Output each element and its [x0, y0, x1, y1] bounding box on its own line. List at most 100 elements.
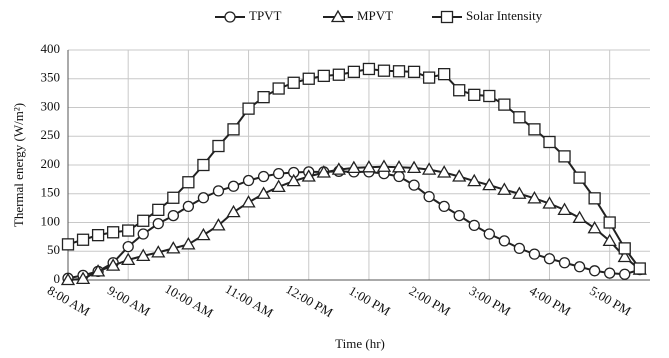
- data-point: [196, 227, 211, 241]
- data-point: [421, 162, 437, 175]
- data-point: [227, 180, 240, 192]
- x-tick-label: 1:00 PM: [346, 283, 393, 319]
- legend-label: MPVT: [357, 8, 393, 23]
- data-point: [347, 65, 361, 78]
- data-point: [573, 171, 586, 184]
- y-tick-label: 300: [41, 98, 61, 113]
- data-point: [497, 182, 512, 195]
- data-point: [273, 167, 285, 180]
- data-point: [557, 202, 572, 216]
- data-point: [391, 159, 407, 173]
- x-tick-label: 8:00 AM: [45, 283, 93, 320]
- data-point: [272, 82, 285, 95]
- data-point: [167, 209, 179, 222]
- data-point: [242, 174, 255, 187]
- data-point: [61, 238, 75, 251]
- data-point: [542, 196, 557, 209]
- legend-marker: [330, 9, 346, 23]
- data-point: [543, 135, 556, 149]
- data-point: [121, 252, 136, 266]
- x-tick-label: 3:00 PM: [467, 283, 514, 319]
- data-point: [618, 242, 631, 255]
- legend-marker: [440, 10, 454, 24]
- data-point: [572, 210, 587, 224]
- data-point: [604, 267, 616, 279]
- data-point: [602, 233, 617, 247]
- data-point: [361, 159, 377, 173]
- data-point: [151, 245, 166, 258]
- data-point: [617, 249, 632, 263]
- y-tick-label: 200: [41, 156, 61, 171]
- data-point: [513, 111, 526, 124]
- x-tick-label: 4:00 PM: [527, 283, 574, 319]
- data-point: [136, 248, 151, 262]
- data-point: [528, 123, 541, 136]
- data-point: [377, 64, 391, 77]
- data-point: [106, 226, 120, 239]
- data-point: [212, 185, 225, 197]
- data-point: [76, 233, 90, 246]
- data-point: [166, 241, 181, 254]
- data-point: [453, 209, 465, 222]
- data-point: [588, 265, 601, 277]
- x-tick-label: 10:00 AM: [162, 281, 216, 321]
- data-point: [211, 218, 226, 231]
- data-point: [137, 228, 149, 240]
- data-point: [453, 84, 466, 97]
- y-tick-label: 350: [41, 70, 61, 85]
- data-point: [256, 186, 271, 199]
- data-point: [468, 88, 481, 101]
- data-point: [212, 139, 225, 153]
- data-point: [408, 179, 420, 191]
- data-point: [376, 159, 392, 172]
- data-point: [603, 216, 616, 229]
- data-point: [301, 169, 316, 182]
- x-tick-label: 11:00 AM: [223, 281, 276, 321]
- data-point: [422, 71, 436, 84]
- data-point: [122, 240, 134, 253]
- data-point: [587, 220, 602, 234]
- legend-marker: [224, 11, 236, 23]
- data-point: [346, 160, 362, 174]
- x-tick-label: 9:00 AM: [105, 283, 153, 320]
- data-point: [182, 200, 195, 213]
- x-axis-label: Time (hr): [335, 336, 385, 351]
- data-point: [271, 179, 286, 193]
- data-point: [90, 264, 106, 277]
- data-point: [182, 176, 195, 189]
- data-point: [438, 68, 451, 81]
- data-point: [633, 262, 646, 275]
- data-point: [75, 271, 91, 285]
- x-tick-label: 2:00 PM: [407, 283, 454, 319]
- data-point: [302, 72, 315, 85]
- data-point: [241, 195, 256, 208]
- data-point: [362, 62, 376, 76]
- data-point: [513, 242, 526, 255]
- legend-label: Solar Intensity: [466, 8, 543, 23]
- x-tick-label: 5:00 PM: [587, 283, 634, 319]
- data-point: [181, 237, 196, 250]
- data-point: [619, 268, 631, 280]
- data-point: [498, 98, 511, 111]
- data-point: [331, 162, 346, 175]
- data-point: [423, 190, 435, 203]
- y-tick-label: 100: [41, 213, 61, 228]
- data-point: [573, 261, 586, 273]
- data-point: [317, 69, 330, 83]
- data-point: [257, 170, 270, 183]
- y-tick-label: 150: [41, 185, 61, 200]
- data-point: [106, 258, 121, 271]
- data-point: [467, 173, 482, 187]
- data-point: [197, 158, 210, 172]
- data-point: [287, 76, 300, 89]
- data-point: [498, 235, 510, 247]
- data-point: [406, 160, 422, 174]
- x-tick-label: 12:00 PM: [283, 281, 336, 320]
- data-point: [242, 102, 255, 115]
- data-point: [332, 68, 345, 81]
- data-point: [137, 214, 150, 227]
- data-point: [167, 191, 180, 204]
- data-point: [527, 191, 542, 204]
- data-point: [227, 123, 240, 136]
